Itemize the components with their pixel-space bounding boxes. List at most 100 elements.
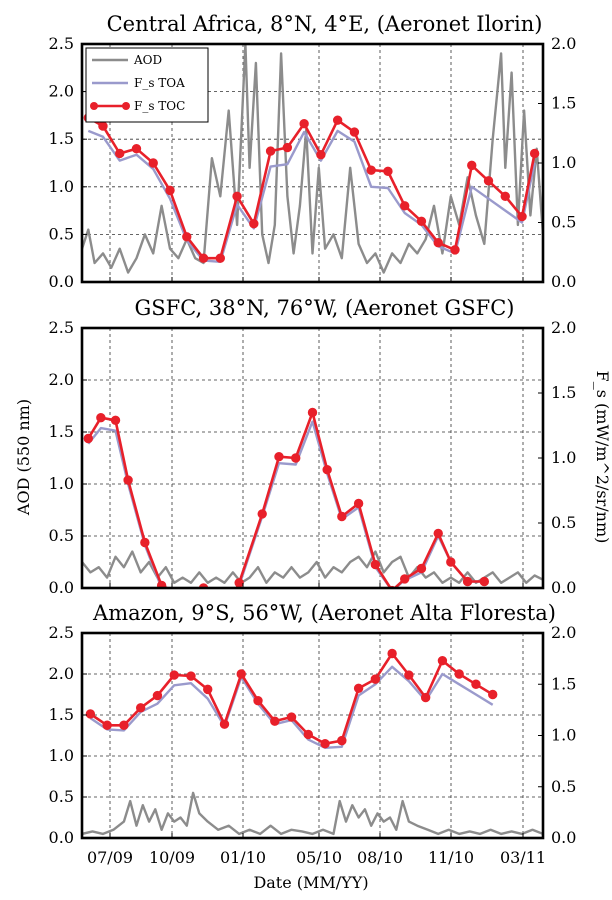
toc-point (416, 563, 427, 574)
left-tick-label: 0.0 (49, 828, 74, 847)
toc-point (353, 683, 364, 694)
toc-point (286, 712, 297, 722)
right-tick-label: 0.5 (551, 777, 576, 796)
series-group-1 (82, 44, 543, 274)
x-tick-label: 05/10 (296, 848, 342, 867)
left-tick-label: 1.5 (49, 422, 74, 441)
toc-point (483, 176, 494, 186)
legend-marker (90, 102, 98, 110)
toc-point (450, 245, 460, 255)
right-tick-label: 2.0 (551, 318, 576, 337)
toc-point (253, 695, 263, 706)
toc-point (353, 498, 364, 509)
left-tick-label: 0.5 (49, 526, 74, 545)
toc-point (400, 201, 410, 211)
toc-point (83, 433, 93, 444)
panel-3: 0.0 0.5 1.0 1.5 2.0 2.5 0.0 0.5 1.0 1.5 2.0 07/09 10… (49, 601, 577, 867)
toc-point (203, 684, 213, 695)
toc-point (98, 121, 108, 131)
toc-point (320, 739, 330, 749)
right-tick-label: 0.5 (551, 513, 576, 532)
toc-point (152, 690, 163, 701)
x-axis-label: Date (MM/YY) (253, 873, 368, 892)
legend: AOD F_s TOA F_s TOC (85, 47, 209, 123)
left-tick-label: 2.5 (49, 623, 74, 642)
toc-point (249, 218, 259, 229)
left-tick-label: 0.5 (49, 224, 74, 243)
toc-point (529, 148, 540, 159)
toc-point (182, 232, 192, 242)
right-tick-label: 1.5 (551, 94, 576, 113)
toc-point (370, 674, 381, 684)
left-tick-label: 1.0 (49, 177, 74, 196)
toc-point (517, 211, 527, 222)
left-tick-label: 1.5 (49, 129, 74, 148)
right-tick-label: 1.0 (551, 448, 576, 467)
right-tick-label: 1.0 (551, 153, 576, 172)
toc-point (366, 165, 376, 175)
series-group-3 (82, 648, 543, 836)
series-line-toc (87, 116, 536, 260)
right-tick-label: 2.0 (551, 34, 576, 53)
toc-point (316, 149, 326, 160)
toc-point (257, 509, 267, 519)
left-tick-label: 2.0 (49, 82, 74, 101)
toc-point (131, 144, 142, 154)
toc-point (454, 669, 464, 679)
left-tick-label: 2.0 (49, 370, 74, 389)
x-tick-label: 11/10 (428, 848, 474, 867)
toc-point (96, 413, 106, 423)
right-tick-label: 2.0 (551, 623, 576, 642)
toc-point (282, 142, 293, 153)
panel-title: GSFC, 38°N, 76°W, (Aeronet GSFC) (134, 296, 514, 320)
toc-point (219, 719, 230, 729)
toc-point (140, 537, 150, 548)
toc-point (404, 670, 414, 680)
toc-point (123, 475, 133, 485)
toc-point (110, 415, 121, 425)
toc-point (416, 216, 427, 227)
toc-point (400, 574, 410, 584)
right-tick-label: 0.0 (551, 272, 576, 291)
toc-point (115, 148, 125, 159)
toc-point (370, 559, 381, 570)
toc-point (265, 146, 276, 156)
series-line-toa (89, 665, 494, 749)
legend-label: AOD (133, 53, 162, 67)
grid-3 (82, 633, 543, 838)
toc-point (165, 185, 175, 196)
left-tick-label: 2.5 (49, 34, 74, 53)
left-tick-label: 1.5 (49, 705, 74, 724)
left-tick-label: 1.0 (49, 746, 74, 765)
toc-point (433, 238, 443, 248)
right-tick-label: 1.0 (551, 726, 576, 745)
right-axis-label: F_s (mW/m^2/sr/nm) (593, 371, 612, 544)
toc-point (462, 576, 473, 587)
panel-2: 0.0 0.5 1.0 1.5 2.0 2.5 0.0 0.5 1.0 1.5 2.0 GSFC, 3… (49, 296, 577, 600)
toc-point (274, 452, 284, 462)
left-tick-label: 0.0 (49, 272, 74, 291)
toc-point (322, 465, 332, 475)
series-line-toc (87, 411, 485, 588)
toc-point (337, 511, 347, 522)
left-tick-label: 0.0 (49, 578, 74, 597)
panel-1: 0.0 0.5 1.0 1.5 2.0 2.5 0.0 0.5 1.0 1.5 2.0 Central… (49, 12, 577, 291)
series-line-toa (87, 420, 485, 588)
right-tick-label: 1.5 (551, 674, 576, 693)
toc-point (488, 689, 498, 700)
right-tick-label: 0.5 (551, 213, 576, 232)
series-line-aod (82, 791, 543, 836)
toc-point (119, 720, 129, 730)
toc-point (303, 729, 314, 740)
x-tick-label: 07/09 (87, 848, 133, 867)
left-tick-label: 1.0 (49, 474, 74, 493)
toc-point (178, 592, 186, 600)
toc-point (307, 407, 318, 418)
left-tick-label: 2.0 (49, 664, 74, 683)
toc-point (198, 253, 209, 263)
toc-point (420, 692, 431, 703)
left-axis-label: AOD (550 nm) (14, 399, 33, 516)
toc-point (467, 160, 477, 171)
right-tick-label: 1.5 (551, 383, 576, 402)
